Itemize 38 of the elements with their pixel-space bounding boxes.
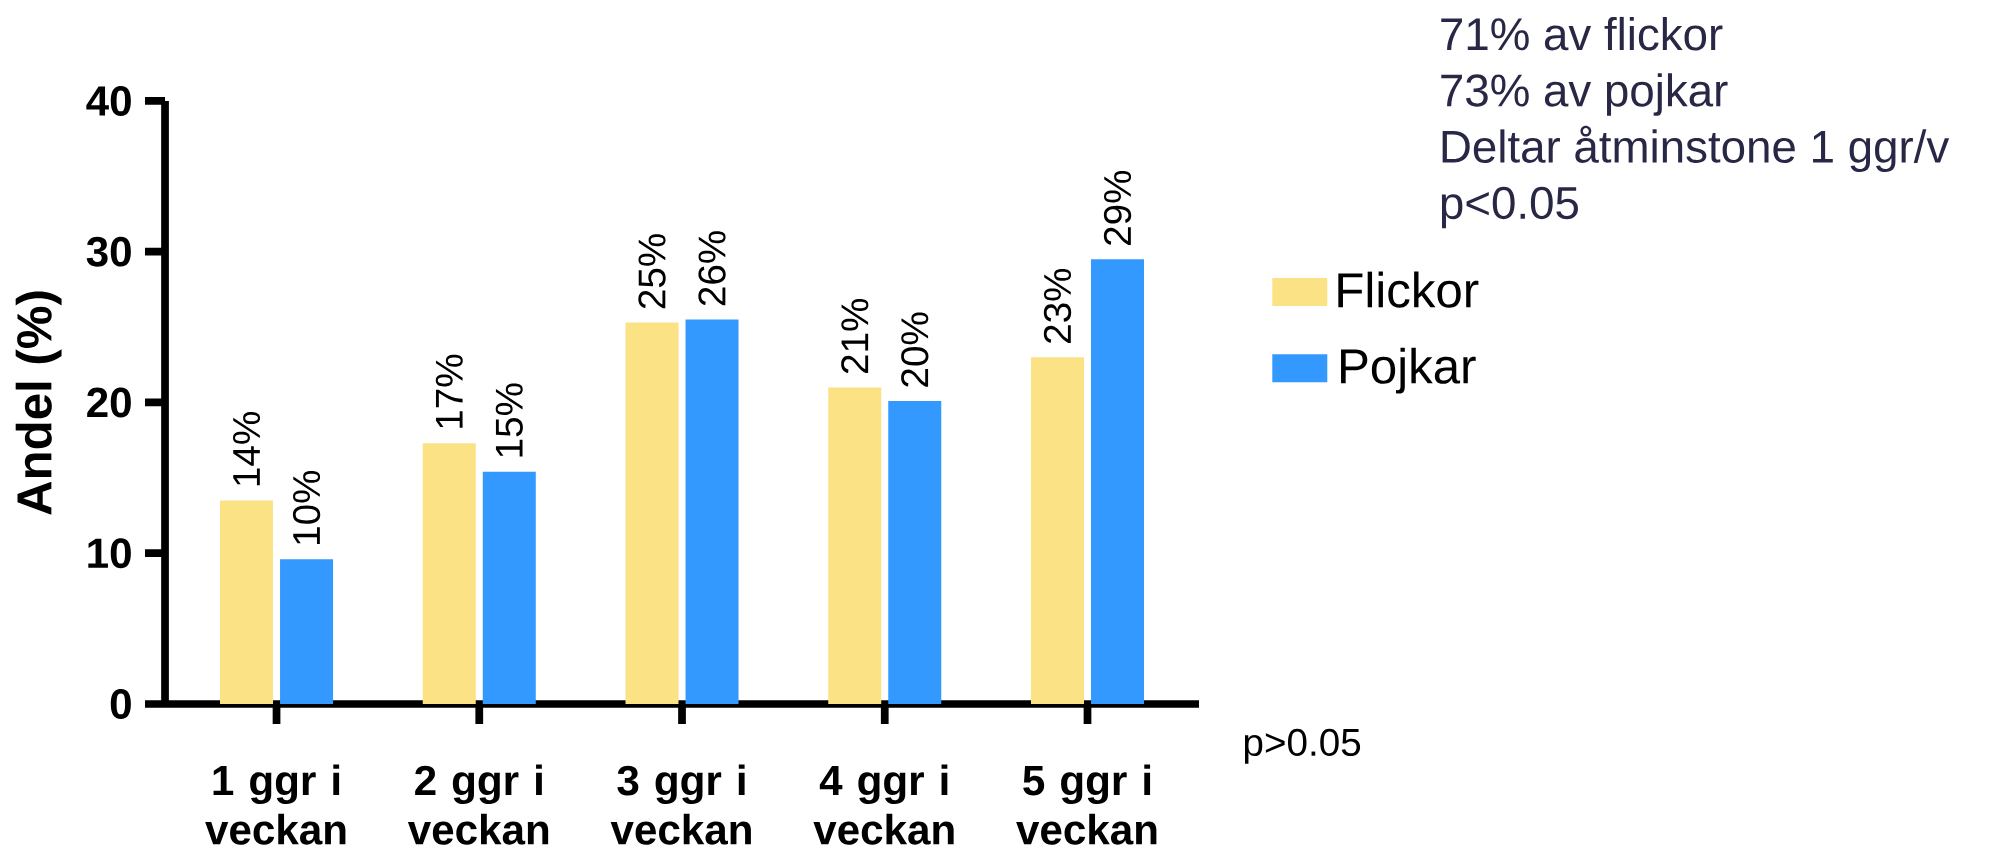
bar — [625, 322, 679, 704]
data-label: 17% — [435, 354, 463, 428]
bar — [888, 400, 942, 704]
legend-label: Flickor — [1338, 271, 1479, 308]
data-label: 15% — [495, 383, 523, 457]
bar — [482, 471, 536, 704]
data-label: 20% — [901, 312, 929, 387]
data-label: 25% — [638, 234, 666, 309]
x-tick-label: 5 ggr i veckan — [1016, 764, 1157, 845]
bar — [685, 319, 739, 704]
text: p>0.05 — [1244, 728, 1361, 764]
y-tick-label: 10 — [88, 538, 131, 569]
y-axis-title: Andel (%) — [15, 291, 62, 515]
data-label: 23% — [1043, 268, 1072, 343]
data-label: 29% — [1103, 170, 1132, 245]
y-tick-label: 30 — [86, 236, 131, 267]
x-tick-label: 4 ggr i veckan — [813, 764, 954, 845]
bar — [422, 443, 476, 704]
data-label: 21% — [841, 299, 869, 374]
bar — [1091, 259, 1145, 704]
y-tick-label: 0 — [110, 689, 131, 719]
y-tick-label: 40 — [86, 86, 131, 116]
bar — [280, 559, 334, 704]
bar — [220, 500, 274, 704]
text: Deltar åtminstone 1 ggr/v — [1442, 125, 1950, 172]
x-tick-label: 1 ggr i veckan — [205, 764, 346, 845]
x-tick-label: 2 ggr i veckan — [407, 764, 549, 845]
data-label: 10% — [292, 470, 321, 544]
data-label: 14% — [233, 412, 261, 486]
text: p<0.05 — [1441, 186, 1578, 229]
bar — [1030, 357, 1084, 704]
y-tick-label: 20 — [87, 387, 131, 418]
x-tick-label: 3 ggr i veckan — [610, 764, 751, 845]
bar — [828, 387, 882, 704]
data-label: 26% — [698, 231, 726, 306]
text: 71% av flickor — [1441, 16, 1723, 51]
text: 73% av pojkar — [1441, 73, 1728, 116]
legend-label: Pojkar — [1341, 347, 1476, 394]
